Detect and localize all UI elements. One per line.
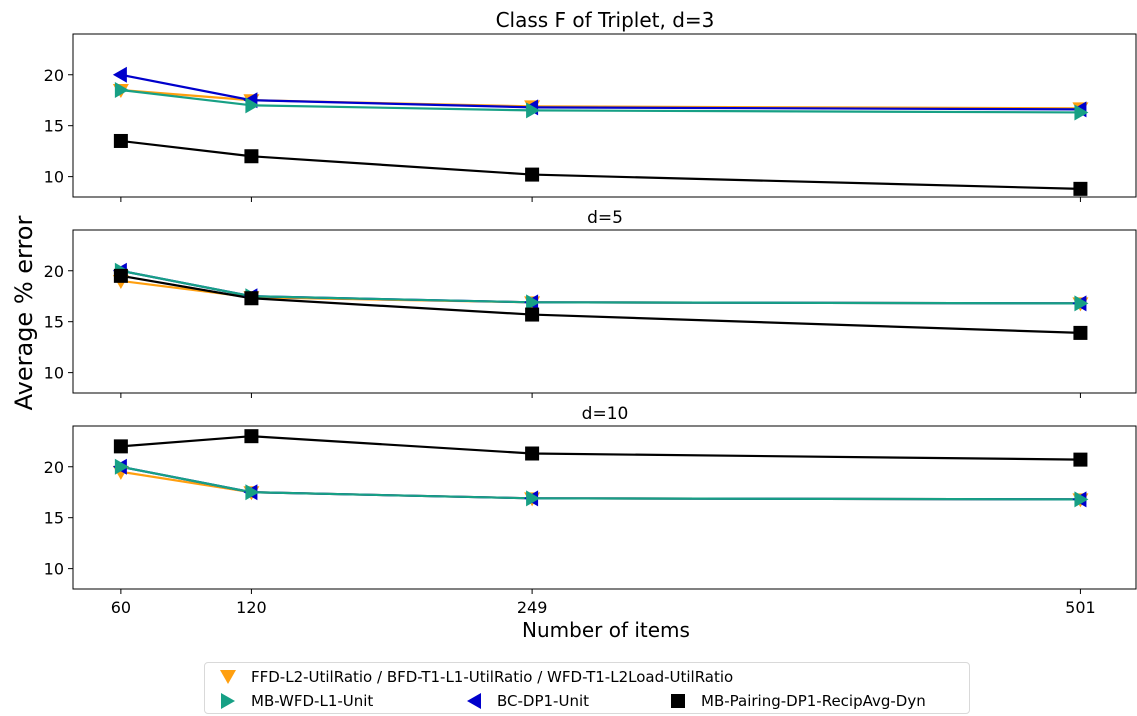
chart-panels: Class F of Triplet, d=3101520d=5101520d=… — [44, 8, 1137, 617]
series-line — [120, 73, 1081, 111]
legend-item-ffd: FFD-L2-UtilRatio / BFD-T1-L1-UtilRatio /… — [219, 666, 733, 688]
panel-frame — [72, 229, 1137, 394]
square-icon — [669, 692, 687, 710]
y-tick-label: 15 — [44, 313, 64, 332]
square-marker — [1073, 181, 1088, 196]
series-line — [120, 269, 1081, 305]
series-line — [120, 139, 1081, 190]
panel-title: d=5 — [587, 208, 623, 228]
x-tick-label: 60 — [111, 598, 131, 617]
panel-frame — [72, 425, 1137, 590]
chart-panel-3: d=10 10 15 20 60 120 249 501 — [44, 404, 1137, 617]
square-marker — [244, 291, 259, 306]
y-tick-label: 10 — [44, 560, 64, 579]
y-tick-label: 20 — [44, 458, 64, 477]
chart-panel-1: Class F of Triplet, d=3 10 15 20 — [44, 8, 1137, 202]
series-line — [120, 88, 1081, 114]
series-line — [120, 470, 1081, 501]
triangle-left-marker — [112, 66, 127, 83]
square-marker — [1073, 325, 1088, 340]
panel-frame — [72, 33, 1137, 198]
triangle-right-marker — [114, 458, 129, 475]
x-tick-label: 249 — [517, 598, 548, 617]
square-marker — [113, 268, 128, 283]
legend: FFD-L2-UtilRatio / BFD-T1-L1-UtilRatio /… — [204, 662, 970, 714]
triangle-right-icon — [219, 692, 237, 710]
x-axis-label: Number of items — [522, 618, 690, 642]
y-tick-label: 10 — [44, 168, 64, 187]
y-tick-label: 20 — [44, 262, 64, 281]
triangle-right-marker — [526, 102, 541, 119]
square-marker — [525, 167, 540, 182]
triangle-right-marker — [1074, 104, 1089, 121]
square-marker — [113, 133, 128, 148]
triangle-down-icon — [219, 668, 237, 686]
legend-label: FFD-L2-UtilRatio / BFD-T1-L1-UtilRatio /… — [251, 668, 734, 686]
square-marker — [113, 439, 128, 454]
panel-title: Class F of Triplet, d=3 — [496, 8, 715, 32]
triangle-right-marker — [245, 484, 260, 501]
series-line — [120, 435, 1081, 461]
legend-label: MB-Pairing-DP1-RecipAvg-Dyn — [701, 692, 926, 710]
square-marker — [244, 149, 259, 164]
square-marker — [1073, 452, 1088, 467]
legend-label: BC-DP1-Unit — [497, 692, 589, 710]
y-axis-label: Average % error — [10, 216, 38, 411]
x-tick-label: 120 — [236, 598, 267, 617]
y-tick-label: 15 — [44, 509, 64, 528]
series-line — [120, 274, 1081, 334]
legend-label: MB-WFD-L1-Unit — [251, 692, 374, 710]
y-tick-label: 15 — [44, 117, 64, 136]
chart-panel-2: d=5 10 15 20 — [44, 208, 1137, 398]
triangle-right-marker — [526, 490, 541, 507]
square-marker — [244, 429, 259, 444]
series-line — [120, 465, 1081, 501]
triangle-right-marker — [114, 82, 129, 99]
square-marker — [525, 446, 540, 461]
y-tick-label: 20 — [44, 66, 64, 85]
y-tick-label: 10 — [44, 364, 64, 383]
triangle-right-marker — [1074, 491, 1089, 508]
triangle-right-marker — [526, 294, 541, 311]
legend-item-bc-dp1: BC-DP1-Unit — [465, 690, 589, 712]
x-tick-label: 501 — [1065, 598, 1096, 617]
legend-item-mb-pairing: MB-Pairing-DP1-RecipAvg-Dyn — [669, 690, 926, 712]
square-marker — [525, 307, 540, 322]
panel-title: d=10 — [582, 404, 629, 424]
triangle-right-marker — [245, 97, 260, 114]
triangle-left-icon — [465, 692, 483, 710]
series-line — [120, 465, 1081, 501]
legend-item-mb-wfd: MB-WFD-L1-Unit — [219, 690, 373, 712]
triangle-right-marker — [1074, 295, 1089, 312]
